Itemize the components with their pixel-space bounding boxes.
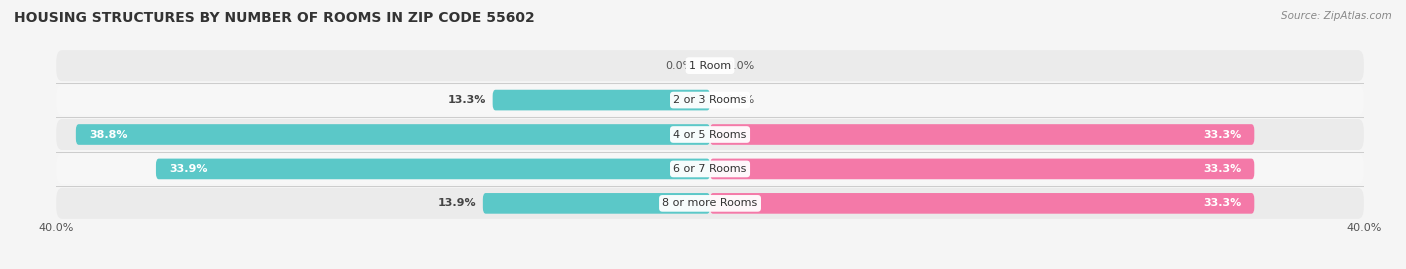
FancyBboxPatch shape <box>56 84 1364 116</box>
Text: 0.0%: 0.0% <box>665 61 693 71</box>
FancyBboxPatch shape <box>76 124 710 145</box>
Text: 33.3%: 33.3% <box>1204 129 1241 140</box>
FancyBboxPatch shape <box>56 153 1364 185</box>
FancyBboxPatch shape <box>710 193 1254 214</box>
FancyBboxPatch shape <box>56 50 1364 81</box>
Text: 0.0%: 0.0% <box>727 61 755 71</box>
FancyBboxPatch shape <box>156 159 710 179</box>
Text: 0.0%: 0.0% <box>727 95 755 105</box>
FancyBboxPatch shape <box>482 193 710 214</box>
Text: Source: ZipAtlas.com: Source: ZipAtlas.com <box>1281 11 1392 21</box>
FancyBboxPatch shape <box>710 159 1254 179</box>
Text: 38.8%: 38.8% <box>89 129 128 140</box>
Text: 1 Room: 1 Room <box>689 61 731 71</box>
Text: 13.9%: 13.9% <box>437 198 477 208</box>
Text: 8 or more Rooms: 8 or more Rooms <box>662 198 758 208</box>
Text: 2 or 3 Rooms: 2 or 3 Rooms <box>673 95 747 105</box>
FancyBboxPatch shape <box>56 119 1364 150</box>
FancyBboxPatch shape <box>492 90 710 110</box>
FancyBboxPatch shape <box>56 188 1364 219</box>
Text: 13.3%: 13.3% <box>447 95 486 105</box>
Text: 33.3%: 33.3% <box>1204 164 1241 174</box>
Text: 33.9%: 33.9% <box>169 164 208 174</box>
FancyBboxPatch shape <box>710 124 1254 145</box>
Text: HOUSING STRUCTURES BY NUMBER OF ROOMS IN ZIP CODE 55602: HOUSING STRUCTURES BY NUMBER OF ROOMS IN… <box>14 11 534 25</box>
Text: 4 or 5 Rooms: 4 or 5 Rooms <box>673 129 747 140</box>
Text: 6 or 7 Rooms: 6 or 7 Rooms <box>673 164 747 174</box>
Text: 33.3%: 33.3% <box>1204 198 1241 208</box>
